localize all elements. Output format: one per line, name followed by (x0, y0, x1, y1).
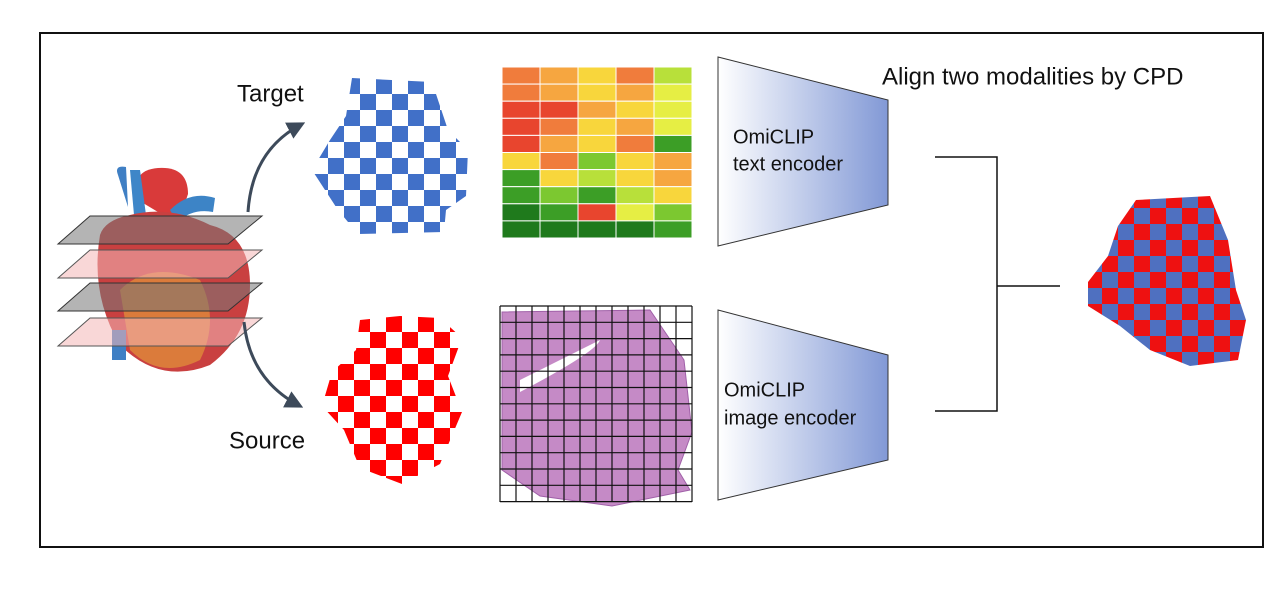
heatmap-cell (577, 220, 617, 239)
heatmap-cell (615, 117, 655, 136)
frame (39, 32, 1264, 548)
heatmap-cell (615, 186, 655, 205)
heatmap-cell (577, 169, 617, 188)
heatmap-cell (539, 66, 579, 85)
heatmap-cell (501, 152, 541, 171)
heatmap-cell (539, 83, 579, 102)
heart-illustration (56, 166, 264, 372)
heatmap-cell (577, 66, 617, 85)
heatmap-cell (501, 117, 541, 136)
heatmap-cell (653, 134, 693, 153)
heatmap-cell (501, 100, 541, 119)
heatmap-cell (539, 220, 579, 239)
heatmap-cell (615, 169, 655, 188)
heatmap-cell (539, 203, 579, 222)
heatmap-cell (501, 66, 541, 85)
heatmap-cell (577, 100, 617, 119)
heatmap-cell (539, 100, 579, 119)
heatmap-cell (577, 186, 617, 205)
heatmap-cell (615, 66, 655, 85)
arrow-to-target (246, 122, 306, 213)
heatmap-cell (615, 83, 655, 102)
heatmap-cell (653, 169, 693, 188)
heatmap-cell (501, 83, 541, 102)
heatmap-cell (577, 83, 617, 102)
source-blob (322, 316, 462, 484)
heatmap-cell (615, 220, 655, 239)
heatmap-cell (577, 152, 617, 171)
heatmap-cell (501, 220, 541, 239)
heatmap-cell (577, 203, 617, 222)
text-encoder (717, 56, 889, 247)
source-label: Source (229, 427, 305, 454)
heatmap-cell (615, 152, 655, 171)
heatmap-cell (577, 134, 617, 153)
merge-bracket (935, 156, 1060, 412)
heatmap-cell (653, 100, 693, 119)
arrow-to-source (242, 321, 304, 408)
heatmap-cell (577, 117, 617, 136)
heatmap-cell (653, 186, 693, 205)
heatmap-cell (501, 203, 541, 222)
heatmap-cell (653, 66, 693, 85)
heatmap-cell (653, 203, 693, 222)
heatmap-cell (501, 169, 541, 188)
heatmap-cell (653, 152, 693, 171)
heatmap-cell (653, 117, 693, 136)
encoder-name: OmiCLIP (724, 379, 805, 401)
heatmap-cell (615, 134, 655, 153)
target-label: Target (237, 80, 304, 107)
heatmap-cell (539, 117, 579, 136)
target-blob (312, 78, 468, 234)
encoder-role: text encoder (733, 153, 843, 175)
encoder-name: OmiCLIP (733, 126, 814, 148)
heatmap-cell (501, 186, 541, 205)
image-encoder (717, 309, 889, 501)
heatmap-cell (539, 169, 579, 188)
heatmap-cell (539, 186, 579, 205)
heatmap-cell (539, 152, 579, 171)
heatmap-cell (501, 134, 541, 153)
heatmap-cell (615, 100, 655, 119)
heatmap-cell (615, 203, 655, 222)
encoder-role: image encoder (724, 407, 857, 429)
expression-heatmap (501, 66, 693, 239)
heatmap-cell (653, 220, 693, 239)
heatmap-cell (653, 83, 693, 102)
histology-image (499, 305, 693, 507)
title: Align two modalities by CPD (882, 63, 1183, 90)
heatmap-cell (539, 134, 579, 153)
aligned-blob (1088, 196, 1246, 366)
